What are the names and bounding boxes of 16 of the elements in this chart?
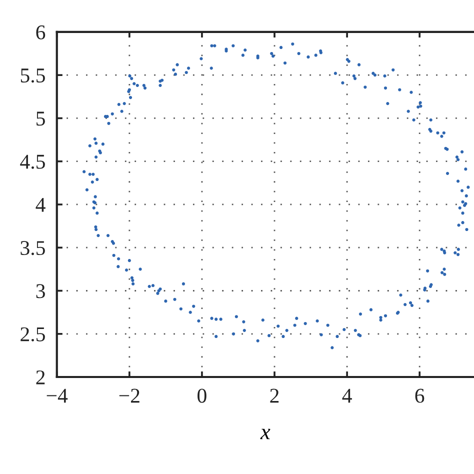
y-tick-label: 6 — [36, 25, 46, 40]
y-tick-label: 2.5 — [20, 327, 45, 342]
y-tick-label: 5 — [36, 112, 45, 126]
y-tick-label: 3 — [36, 284, 45, 298]
x-tick-label: −4 — [46, 388, 68, 403]
y-tick-label: 5.5 — [20, 68, 45, 83]
x-tick-label: 4 — [342, 388, 352, 403]
y-tick-label: 4.5 — [20, 154, 45, 169]
x-tick-label: −2 — [119, 388, 140, 403]
x-tick-label: 0 — [198, 388, 206, 403]
x-tick-label: 6 — [415, 388, 424, 403]
x-axis-title: x — [260, 428, 270, 440]
y-tick-label: 4 — [36, 198, 46, 212]
y-tick-label: 3.5 — [20, 241, 45, 256]
x-tick-label: 2 — [270, 388, 279, 403]
y-tick-label: 2 — [36, 370, 45, 384]
